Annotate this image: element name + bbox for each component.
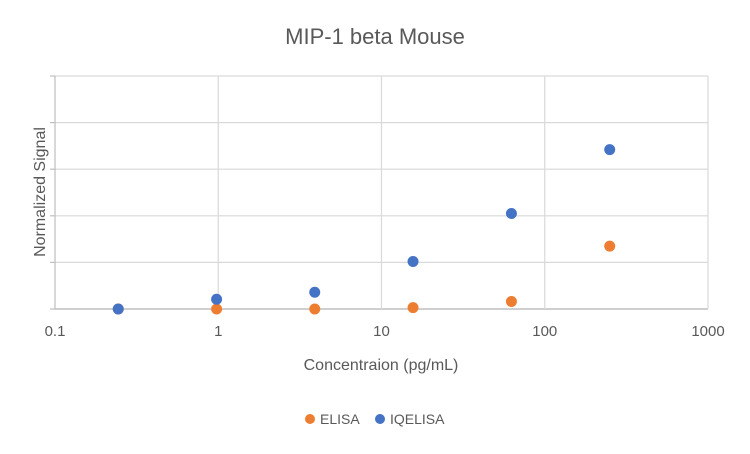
point-elisa [211, 303, 223, 315]
data-points [112, 144, 616, 315]
point-elisa [407, 302, 419, 314]
point-iqelisa [407, 255, 419, 267]
y-axis-label: Normalized Signal [32, 127, 49, 257]
x-tick-label: 0.1 [45, 323, 66, 340]
point-iqelisa [211, 293, 223, 305]
point-iqelisa [309, 286, 321, 298]
gridlines [50, 75, 709, 310]
point-elisa [604, 240, 616, 252]
x-tick-label: 10 [373, 323, 390, 340]
x-tick-label: 1000 [691, 323, 724, 340]
x-tick-label: 100 [532, 323, 557, 340]
point-iqelisa [112, 303, 124, 315]
legend-marker-elisa [305, 414, 315, 424]
point-elisa [505, 296, 517, 308]
point-iqelisa [505, 207, 517, 219]
legend-label-elisa: ELISA [320, 411, 360, 427]
point-elisa [309, 303, 321, 315]
x-tick-labels: 0.1 1 10 100 1000 [45, 323, 725, 340]
x-tick-label: 1 [214, 323, 222, 340]
point-iqelisa [604, 144, 616, 156]
x-axis-label: Concentraion (pg/mL) [304, 357, 459, 374]
legend-label-iqelisa: IQELISA [390, 411, 445, 427]
legend-marker-iqelisa [375, 414, 385, 424]
chart-title: MIP-1 beta Mouse [285, 24, 465, 49]
legend: ELISA IQELISA [305, 411, 445, 427]
